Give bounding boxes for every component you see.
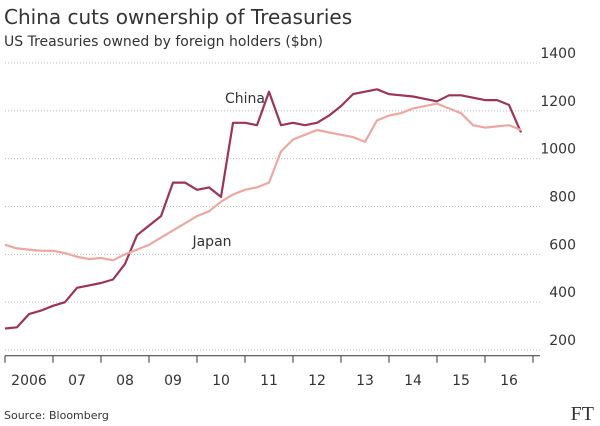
series-label: China bbox=[225, 91, 265, 107]
x-tick-label: 16 bbox=[500, 373, 518, 389]
x-tick-label: 15 bbox=[452, 373, 470, 389]
chart-title: China cuts ownership of Treasuries bbox=[4, 5, 352, 29]
x-tick-label: 08 bbox=[116, 373, 134, 389]
x-tick-label: 14 bbox=[404, 373, 422, 389]
y-tick-label: 600 bbox=[549, 237, 576, 253]
source: Source: Bloomberg bbox=[4, 409, 109, 422]
logo: FT bbox=[571, 403, 594, 425]
x-tick-label: 07 bbox=[68, 373, 86, 389]
y-tick-label: 200 bbox=[549, 333, 576, 349]
y-tick-label: 800 bbox=[549, 190, 576, 206]
x-tick-label: 09 bbox=[164, 373, 182, 389]
x-tick-label: 12 bbox=[308, 373, 326, 389]
series-label: Japan bbox=[191, 234, 231, 250]
x-tick-label: 13 bbox=[356, 373, 374, 389]
chart-subtitle: US Treasuries owned by foreign holders (… bbox=[4, 34, 323, 50]
x-tick-label: 2006 bbox=[11, 373, 47, 389]
line-series bbox=[4, 88, 523, 330]
y-tick-label: 1000 bbox=[540, 142, 576, 158]
x-tick-label: 11 bbox=[260, 373, 278, 389]
y-tick-label: 1400 bbox=[540, 46, 576, 62]
line-series bbox=[4, 102, 522, 262]
y-tick-label: 1200 bbox=[540, 94, 576, 110]
x-tick-label: 10 bbox=[212, 373, 230, 389]
y-tick-label: 400 bbox=[549, 285, 576, 301]
